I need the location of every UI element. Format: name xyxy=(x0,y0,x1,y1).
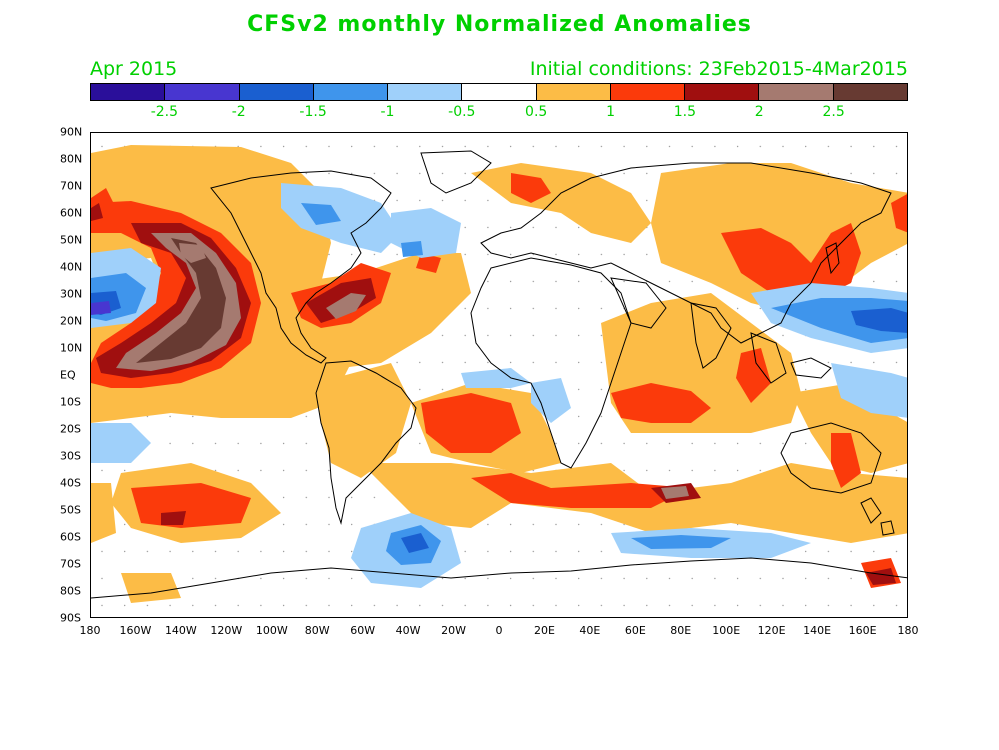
anomaly-level-neg1 xyxy=(91,203,907,565)
colorbar-label: -1 xyxy=(380,104,395,120)
anomaly-level-max xyxy=(136,238,226,363)
colorbar-label: 0.5 xyxy=(525,104,548,120)
anomaly-map-svg xyxy=(91,133,907,617)
colorbar-segment xyxy=(239,84,314,100)
longitude-label: 120W xyxy=(210,624,243,637)
longitude-label: 20E xyxy=(533,624,555,637)
colorbar-label: -2.5 xyxy=(150,104,179,120)
longitude-label: 0 xyxy=(495,624,503,637)
colorbar-label: 1 xyxy=(606,104,615,120)
latitude-label: 50S xyxy=(60,503,81,517)
latitude-label: 10N xyxy=(60,341,83,355)
longitude-label: 80E xyxy=(670,624,692,637)
anomaly-level-neg2 xyxy=(91,301,111,315)
map-title: CFSv2 monthly Normalized Anomalies xyxy=(247,12,752,37)
colorbar-segment xyxy=(833,84,907,100)
longitude-label: 180 xyxy=(897,624,919,637)
colorbar-segment xyxy=(313,84,389,100)
coastlines xyxy=(91,150,907,599)
longitude-label: 100E xyxy=(712,624,741,637)
colorbar-segment xyxy=(91,84,166,100)
latitude-label: 40S xyxy=(60,476,81,490)
colorbar-segment xyxy=(388,84,463,100)
colorbar-label: -2 xyxy=(231,104,246,120)
latitude-label: 30S xyxy=(60,449,81,463)
latitude-label: 20S xyxy=(60,422,81,436)
initial-conditions-label: Initial conditions: 23Feb2015-4Mar2015 xyxy=(529,58,908,80)
longitude-label: 60W xyxy=(350,624,376,637)
latitude-label: 60N xyxy=(60,206,83,220)
latitude-label: 80N xyxy=(60,152,83,166)
longitude-label: 20W xyxy=(441,624,466,637)
latitude-label: 90N xyxy=(60,125,83,139)
longitude-label: 160E xyxy=(848,624,877,637)
latitude-label: 80S xyxy=(60,584,81,598)
colorbar-label: 2.5 xyxy=(822,104,845,120)
longitude-label: 80W xyxy=(304,624,330,637)
forecast-month-label: Apr 2015 xyxy=(90,58,178,80)
latitude-label: 40N xyxy=(60,260,83,274)
colorbar-label: -0.5 xyxy=(448,104,476,120)
latitude-label: 90S xyxy=(60,611,81,625)
latitude-label: 20N xyxy=(60,314,83,328)
latitude-label: 30N xyxy=(60,287,83,301)
anomaly-map xyxy=(90,132,908,618)
colorbar-segment xyxy=(536,84,611,100)
longitude-label: 120E xyxy=(757,624,786,637)
longitude-label: 40E xyxy=(579,624,601,637)
colorbar-segment xyxy=(165,84,240,100)
longitude-label: 160W xyxy=(119,624,152,637)
latitude-label: 10S xyxy=(60,395,81,409)
colorbar-label: 2 xyxy=(754,104,764,120)
longitude-label: 100W xyxy=(255,624,288,637)
latitude-label: 60S xyxy=(60,530,81,544)
longitude-label: 180 xyxy=(79,624,101,637)
longitude-label: 140W xyxy=(164,624,197,637)
colorbar-segment xyxy=(610,84,686,100)
longitude-label: 60E xyxy=(624,624,646,637)
colorbar xyxy=(90,83,908,101)
latitude-label: 50N xyxy=(60,233,83,247)
latitude-label: 70N xyxy=(60,179,83,193)
colorbar-segment xyxy=(759,84,834,100)
colorbar-segment xyxy=(462,84,537,100)
longitude-label: 140E xyxy=(803,624,832,637)
colorbar-segment xyxy=(685,84,760,100)
colorbar-label: 1.5 xyxy=(673,104,697,120)
longitude-label: 40W xyxy=(395,624,421,637)
latitude-label: EQ xyxy=(60,368,76,382)
colorbar-label: -1.5 xyxy=(299,104,327,120)
latitude-label: 70S xyxy=(60,557,81,571)
